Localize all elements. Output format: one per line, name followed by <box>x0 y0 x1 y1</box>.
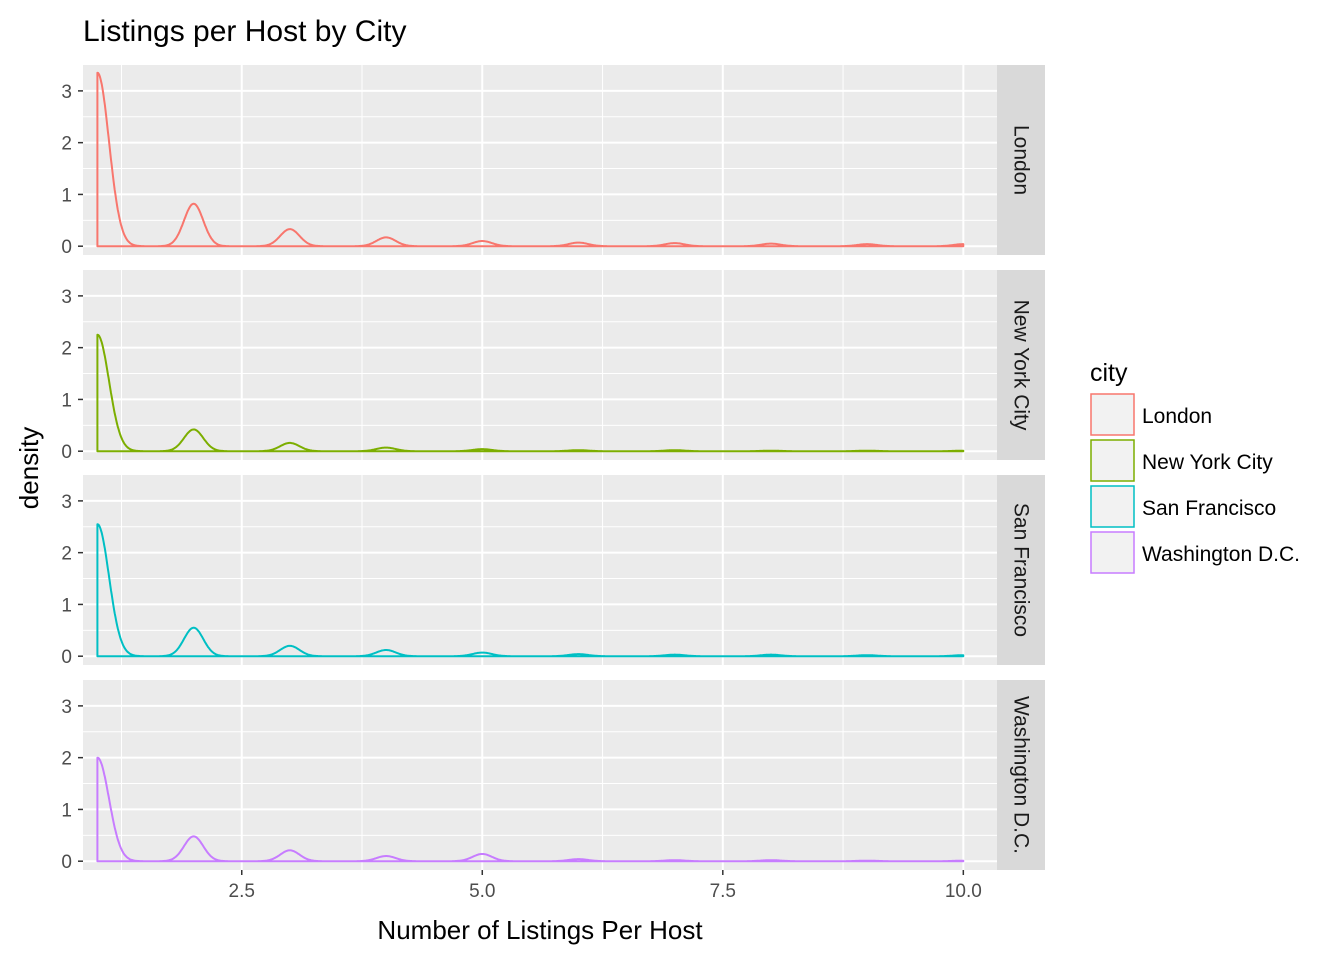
legend-key <box>1090 531 1135 574</box>
y-tick-label: 3 <box>61 492 72 513</box>
legend-key <box>1090 439 1135 482</box>
facet-strip-label: San Francisco <box>1010 503 1033 637</box>
facet-panels: 0 1 2 3 London 0 1 2 3 New York City 0 1 2 3 San Franc… <box>61 65 1045 873</box>
y-tick-label: 1 <box>61 185 72 206</box>
facet-panel: 0 1 2 3 New York City <box>61 270 1045 463</box>
facet-panel: 0 1 2 3 San Francisco <box>61 475 1045 668</box>
density-curve <box>96 756 965 863</box>
x-tick-label: 2.5 <box>229 881 255 902</box>
legend-label: Washington D.C. <box>1142 543 1300 566</box>
y-tick-label: 2 <box>61 339 72 360</box>
facet-panel: 0 1 2 3 Washington D.C. <box>61 680 1045 873</box>
legend-label: New York City <box>1142 451 1273 474</box>
y-tick-label: 2 <box>61 749 72 770</box>
panel-background <box>83 475 997 665</box>
legend-key <box>1090 485 1135 528</box>
y-axis-title: density <box>14 427 44 509</box>
y-tick-label: 3 <box>61 697 72 718</box>
legend: city London New York City San Francisco Was… <box>1090 359 1300 574</box>
x-tick-label: 5.0 <box>469 881 495 902</box>
legend-label: London <box>1142 405 1212 428</box>
density-curve <box>96 71 965 248</box>
panel-background <box>83 270 997 460</box>
y-tick-label: 2 <box>61 544 72 565</box>
panel-background <box>83 65 997 255</box>
x-axis-title: Number of Listings Per Host <box>377 915 703 945</box>
facet-strip <box>997 65 1045 255</box>
y-tick-label: 1 <box>61 595 72 616</box>
chart-title: Listings per Host by City <box>83 15 406 48</box>
legend-label: San Francisco <box>1142 497 1276 520</box>
facet-strip-label: Washington D.C. <box>1010 696 1033 854</box>
y-tick-label: 3 <box>61 287 72 308</box>
facet-strip-label: London <box>1010 125 1033 195</box>
x-tick-label: 7.5 <box>710 881 736 902</box>
panel-background <box>83 680 997 870</box>
facet-strip-label: New York City <box>1010 300 1033 431</box>
y-tick-label: 0 <box>61 852 72 873</box>
density-curve <box>96 523 965 658</box>
facet-strip <box>997 475 1045 665</box>
legend-item: San Francisco <box>1090 485 1276 528</box>
y-tick-label: 0 <box>61 442 72 463</box>
legend-item: London <box>1090 393 1212 436</box>
x-tick-label: 10.0 <box>945 881 982 902</box>
density-curve <box>96 333 965 453</box>
legend-key <box>1090 393 1135 436</box>
y-tick-label: 0 <box>61 647 72 668</box>
y-tick-label: 1 <box>61 800 72 821</box>
facet-strip <box>997 680 1045 870</box>
y-tick-label: 1 <box>61 390 72 411</box>
legend-item: New York City <box>1090 439 1273 482</box>
y-tick-label: 3 <box>61 82 72 103</box>
legend-title: city <box>1090 359 1128 387</box>
facet-panel: 0 1 2 3 London <box>61 65 1045 258</box>
y-tick-label: 2 <box>61 134 72 155</box>
facet-strip <box>997 270 1045 460</box>
legend-item: Washington D.C. <box>1090 531 1300 574</box>
y-tick-label: 0 <box>61 237 72 258</box>
x-axis: 2.5 5.0 7.5 10.0 <box>229 870 982 902</box>
